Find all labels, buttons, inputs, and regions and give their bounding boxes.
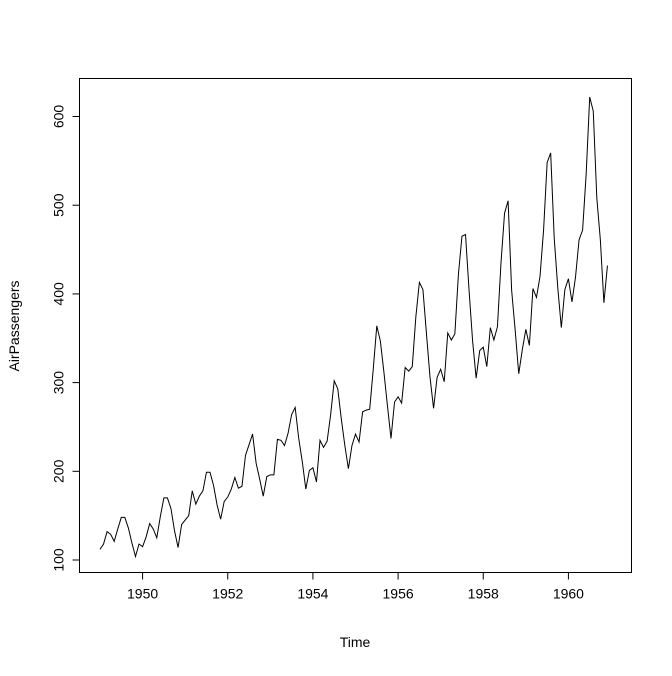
x-tick-label: 1960: [553, 586, 584, 602]
y-tick-label: 600: [51, 105, 67, 129]
series-line-airpassengers: [99, 96, 608, 559]
y-tick-label: 300: [51, 371, 67, 395]
y-axis: 100 200 300 400 500 600: [51, 105, 80, 572]
x-axis-label: Time: [340, 634, 371, 650]
y-tick-label: 200: [51, 459, 67, 483]
x-tick-label: 1950: [127, 586, 158, 602]
y-tick-label: 500: [51, 193, 67, 217]
x-tick-label: 1954: [297, 586, 328, 602]
plot-frame: [79, 78, 632, 573]
x-tick-label: 1952: [212, 586, 243, 602]
x-tick-label: 1956: [383, 586, 414, 602]
y-tick-label: 100: [51, 548, 67, 572]
x-tick-label: 1958: [468, 586, 499, 602]
y-tick-label: 400: [51, 282, 67, 306]
y-axis-label: AirPassengers: [6, 280, 22, 371]
x-axis: 1950 1952 1954 1956 1958 1960: [127, 572, 584, 602]
